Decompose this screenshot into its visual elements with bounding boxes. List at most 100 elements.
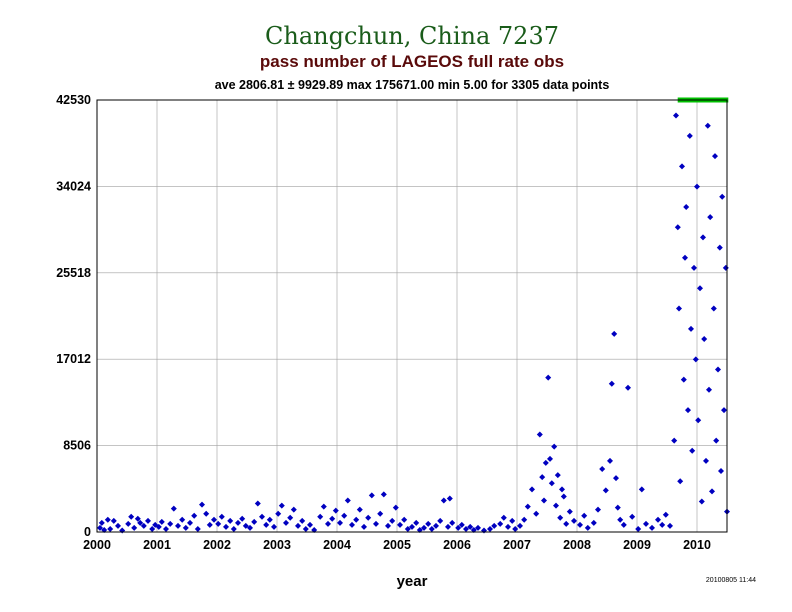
data-point: [425, 520, 432, 527]
data-point: [524, 503, 531, 510]
data-point: [203, 510, 210, 517]
data-point: [685, 407, 691, 414]
data-point: [560, 493, 567, 500]
data-point: [155, 523, 162, 530]
data-point: [287, 514, 294, 521]
data-point: [254, 500, 261, 507]
data-point: [149, 525, 156, 532]
data-point: [206, 521, 213, 528]
data-point: [413, 519, 420, 526]
data-point: [497, 520, 504, 527]
data-point: [223, 523, 229, 530]
data-point: [649, 524, 655, 531]
x-tick-label: 2007: [503, 538, 531, 552]
data-point: [421, 524, 427, 531]
data-point: [182, 524, 189, 531]
data-point: [659, 521, 666, 528]
data-point: [487, 525, 493, 532]
data-point: [259, 513, 265, 520]
x-tick-label: 2008: [563, 538, 591, 552]
data-point: [613, 475, 619, 482]
data-point: [368, 492, 375, 499]
data-point: [235, 519, 241, 526]
data-point: [455, 524, 462, 531]
data-point: [709, 488, 715, 495]
data-point: [187, 519, 193, 526]
data-point: [590, 519, 597, 526]
data-point: [125, 520, 132, 527]
y-tick-label: 25518: [56, 266, 91, 280]
data-point: [467, 523, 474, 530]
data-point: [353, 516, 360, 523]
data-point: [638, 486, 645, 493]
data-point: [247, 524, 253, 531]
data-point: [191, 512, 198, 519]
data-point: [559, 486, 565, 493]
data-point: [481, 527, 487, 534]
data-point: [385, 522, 391, 529]
data-point: [548, 480, 555, 487]
data-point: [445, 523, 451, 530]
data-point: [239, 515, 246, 522]
data-point: [545, 374, 552, 381]
data-point: [509, 517, 516, 524]
data-point: [380, 491, 387, 498]
x-tick-label: 2009: [623, 538, 651, 552]
data-point: [167, 520, 174, 527]
data-point: [584, 524, 591, 531]
data-point: [409, 523, 415, 530]
data-point: [671, 437, 678, 444]
data-point: [688, 325, 694, 332]
data-point: [608, 380, 615, 387]
data-point: [158, 518, 165, 525]
data-point: [428, 525, 435, 532]
data-point: [283, 519, 289, 526]
data-point: [577, 521, 583, 528]
data-point: [719, 193, 726, 200]
data-point: [341, 512, 348, 519]
data-point: [263, 521, 270, 528]
data-point: [302, 525, 309, 532]
data-point: [458, 521, 465, 528]
data-point: [614, 504, 621, 511]
data-point: [218, 513, 225, 520]
data-point: [446, 495, 453, 502]
data-point: [566, 508, 573, 515]
y-tick-label: 0: [84, 525, 91, 539]
data-point: [199, 501, 205, 508]
data-point: [563, 520, 570, 527]
y-tick-label: 8506: [63, 439, 91, 453]
chart-title: Changchun, China 7237: [265, 22, 559, 50]
data-point: [140, 522, 147, 529]
y-tick-labels: 0 8506 17012 25518 34024 42530: [56, 93, 91, 539]
data-point: [539, 474, 546, 481]
data-point: [715, 366, 721, 373]
data-point: [500, 514, 507, 521]
data-point: [311, 526, 318, 533]
data-point: [686, 132, 693, 139]
data-point: [389, 517, 396, 524]
data-point: [145, 517, 151, 524]
y-tick-label: 17012: [56, 352, 91, 366]
data-point: [137, 519, 144, 526]
data-point: [170, 505, 177, 512]
data-point: [581, 512, 588, 519]
plot-frame: [96, 99, 728, 533]
x-tick-label: 2001: [143, 538, 171, 552]
data-point: [463, 525, 469, 532]
data-point: [211, 516, 217, 523]
data-point: [517, 522, 523, 529]
data-point: [337, 519, 343, 526]
data-point: [329, 515, 336, 522]
data-point: [110, 517, 117, 524]
data-point: [251, 518, 258, 525]
data-point: [700, 234, 706, 241]
data-point: [557, 514, 564, 521]
data-point: [682, 254, 688, 261]
data-point: [215, 520, 222, 527]
data-point: [667, 522, 673, 529]
data-point: [373, 520, 379, 527]
data-point: [175, 522, 181, 529]
data-point: [521, 516, 528, 523]
data-point: [704, 122, 711, 129]
